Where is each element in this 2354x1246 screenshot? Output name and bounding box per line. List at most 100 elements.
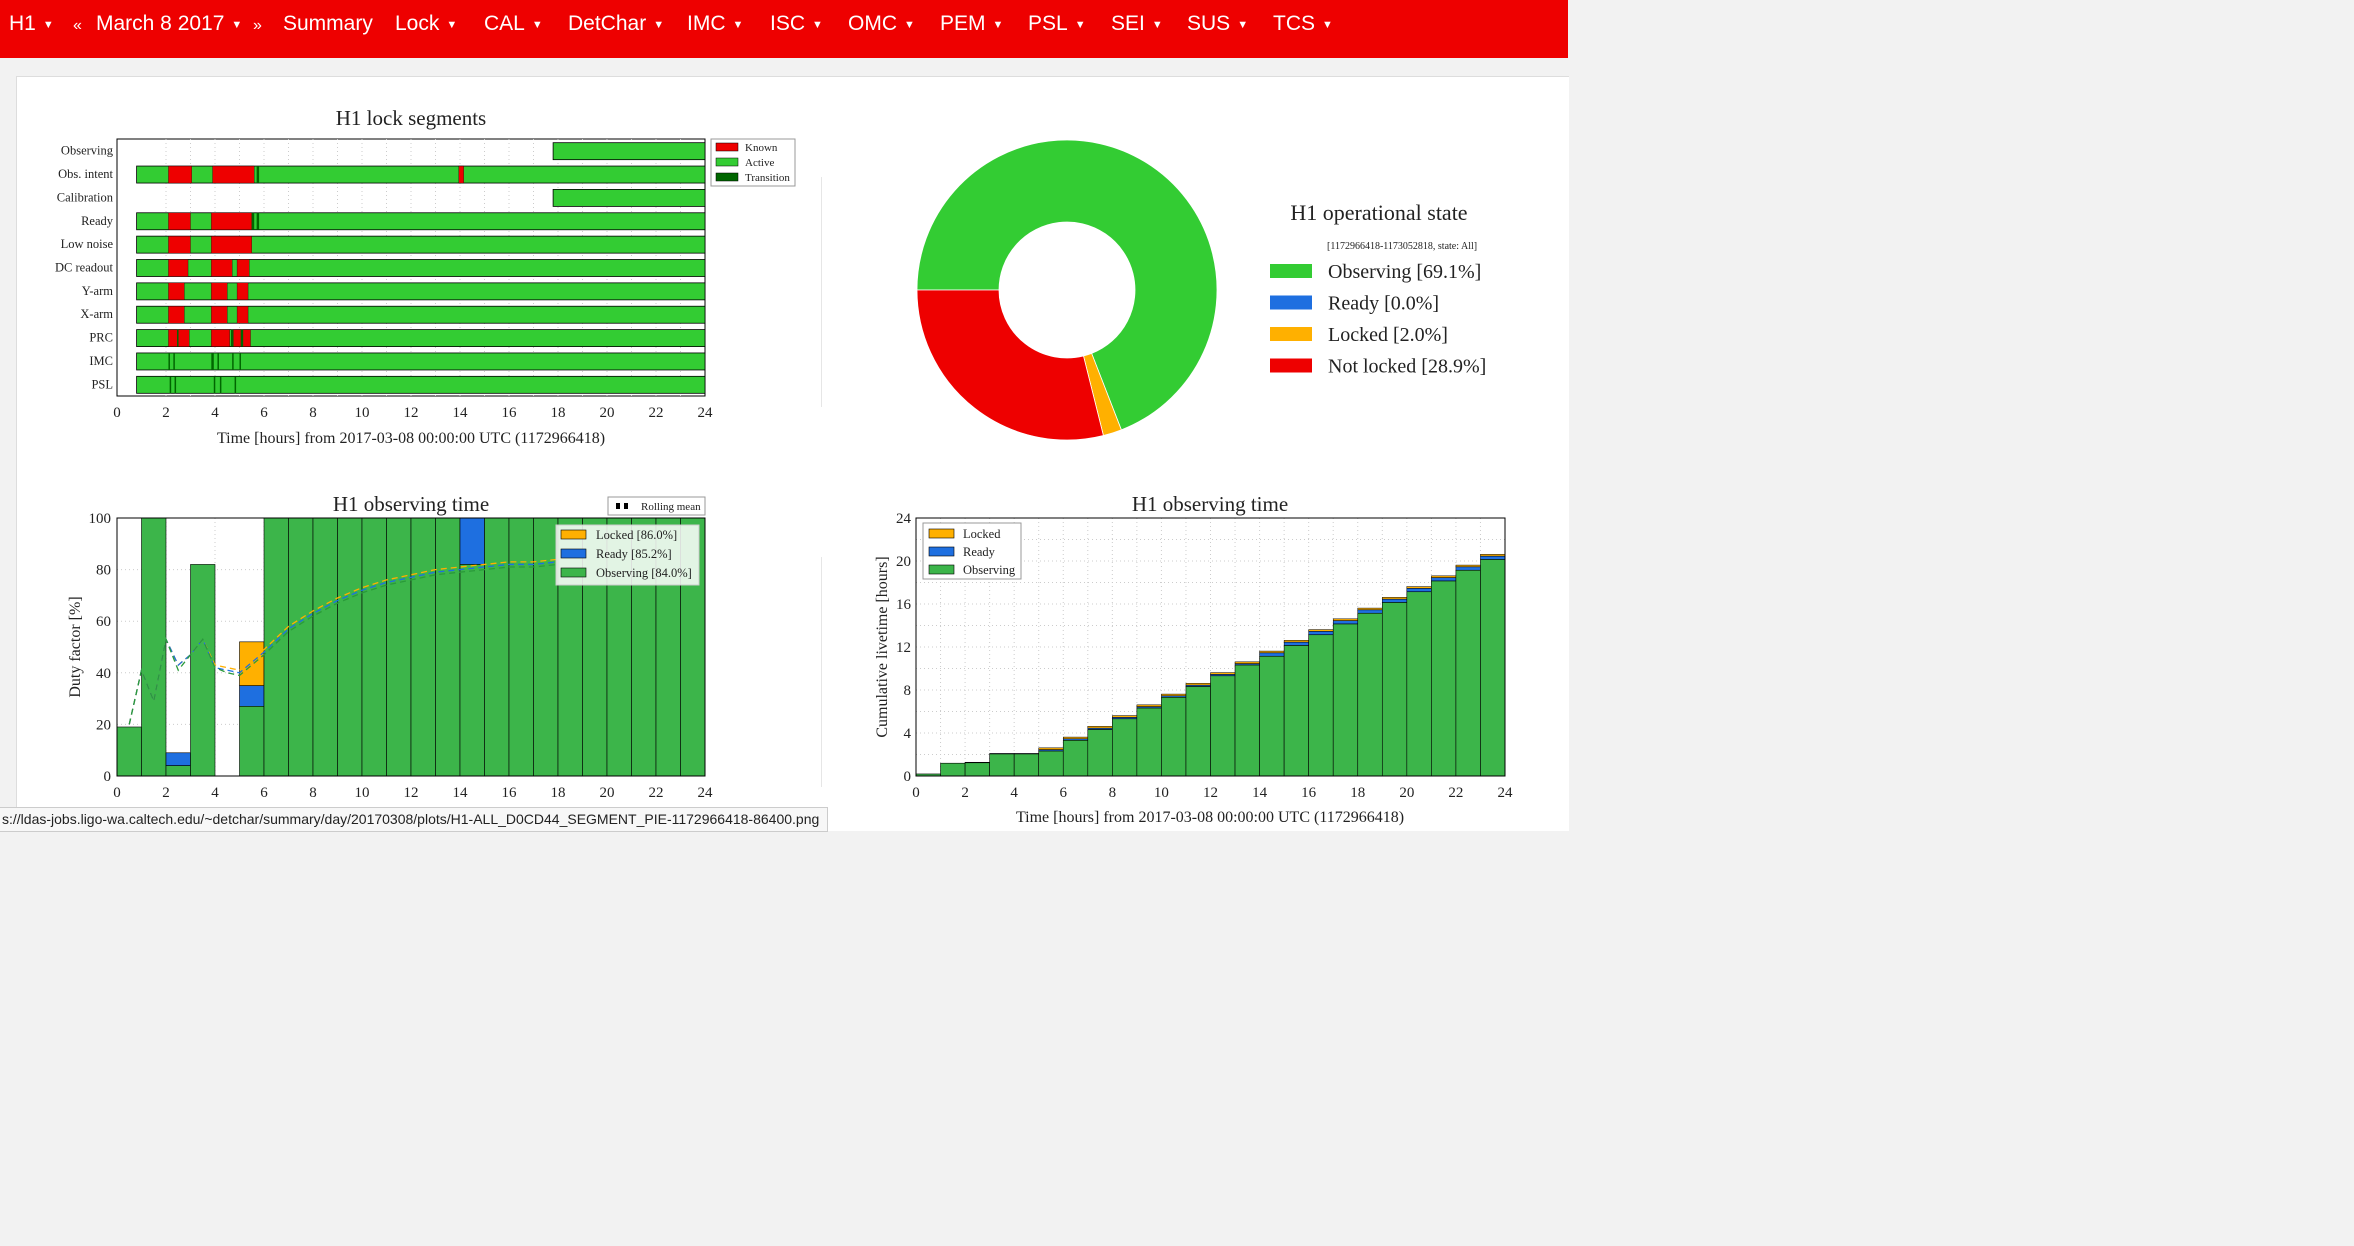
caret-down-icon: ▼ <box>1322 19 1333 31</box>
nav-item-summary[interactable]: Summary <box>283 0 373 48</box>
locked-bar <box>1210 672 1236 675</box>
y-tick-label: 20 <box>896 554 911 570</box>
transition-segment <box>168 352 170 370</box>
observing-bar <box>410 517 436 777</box>
x-tick-label: 12 <box>404 785 419 801</box>
plot-frame <box>116 517 706 777</box>
nav-item-pem[interactable]: PEM ▼ <box>940 0 1003 48</box>
ready-bar <box>1480 555 1506 560</box>
legend-box <box>607 496 706 516</box>
row-label: Calibration <box>57 190 114 204</box>
active-segment <box>136 282 706 301</box>
transition-segment <box>256 166 260 184</box>
locked-bar <box>1161 693 1187 697</box>
observing-bar <box>1332 623 1359 777</box>
nav-item-omc[interactable]: OMC ▼ <box>848 0 915 48</box>
legend-swatch <box>928 546 955 557</box>
ready-bar <box>165 752 191 766</box>
nav-item-label: TCS <box>1273 12 1315 35</box>
caret-down-icon: ▼ <box>42 19 54 31</box>
row-label: PSL <box>91 377 113 391</box>
nav-item-detchar[interactable]: DetChar ▼ <box>568 0 664 48</box>
locked-bar <box>1406 586 1432 589</box>
y-tick-label: 20 <box>96 717 111 733</box>
row-label: IMC <box>89 354 113 368</box>
ready-bar <box>1406 588 1432 592</box>
observing-bar <box>1234 664 1260 777</box>
transition-segment <box>217 352 219 370</box>
ready-bar <box>1308 631 1334 635</box>
nav-item-sei[interactable]: SEI ▼ <box>1111 0 1163 48</box>
x-tick-label: 18 <box>1350 785 1365 801</box>
x-axis-label: Time [hours] from 2017-03-08 00:00:00 UT… <box>1016 809 1404 826</box>
nav-item-psl[interactable]: PSL ▼ <box>1028 0 1086 48</box>
active-segment <box>136 352 706 371</box>
column-divider <box>821 557 822 787</box>
nav-item-isc[interactable]: ISC ▼ <box>770 0 823 48</box>
locked-bar <box>1234 661 1260 664</box>
observing-bar <box>190 564 216 777</box>
nav-item-lock[interactable]: Lock ▼ <box>395 0 457 48</box>
rolling-mean-observing <box>128 563 559 725</box>
row-label: Ready <box>81 214 114 228</box>
locked-bar <box>1185 683 1211 686</box>
observing-bar <box>1210 675 1236 777</box>
legend-swatch <box>715 172 739 182</box>
observing-bar <box>1136 707 1162 777</box>
x-tick-label: 20 <box>1399 785 1414 801</box>
observing-bar <box>116 726 142 777</box>
nav-item-sus[interactable]: SUS ▼ <box>1187 0 1248 48</box>
known-segment <box>458 165 464 184</box>
active-segment <box>136 212 706 231</box>
x-tick-label: 4 <box>1010 785 1018 801</box>
observing-bar <box>1357 612 1383 777</box>
known-segment <box>212 165 255 184</box>
legend-swatch <box>560 529 587 540</box>
legend-label: Known <box>745 142 778 154</box>
active-segment <box>552 189 706 207</box>
x-tick-label: 6 <box>260 785 268 801</box>
observing-bar <box>1283 645 1309 777</box>
nav-item-label: H1 <box>9 12 36 35</box>
observing-bar <box>1185 686 1211 777</box>
observing-bar <box>964 762 990 777</box>
x-tick-label: 12 <box>404 405 419 421</box>
x-tick-label: 6 <box>1060 785 1068 801</box>
observing-bar <box>1480 559 1506 777</box>
x-tick-label: 18 <box>551 405 566 421</box>
legend-swatch <box>1270 264 1312 278</box>
y-axis-label: Duty factor [%] <box>67 596 84 697</box>
known-segment <box>168 235 191 254</box>
locked-bar <box>1136 704 1162 707</box>
nav-item-prev-day[interactable]: « <box>73 0 82 48</box>
transition-segment <box>256 212 260 230</box>
operational-state-donut: H1 operational state [1172966418-11730528… <box>916 139 1486 441</box>
x-tick-label: 8 <box>309 785 317 801</box>
legend-label: Transition <box>745 172 790 184</box>
caret-down-icon: ▼ <box>531 19 543 31</box>
observing-bar <box>239 706 265 777</box>
legend-label: Not locked [28.9%] <box>1328 356 1486 378</box>
observing-bar <box>263 517 289 777</box>
observing-bar <box>1308 634 1334 777</box>
known-segment <box>236 306 249 324</box>
row-label: Low noise <box>61 237 114 251</box>
navbar: H1 ▼ « March 8 2017 ▼» Summary Lock ▼ CAL ▼ DetCha… <box>0 0 1568 58</box>
legend-swatch <box>1270 295 1312 310</box>
y-tick-label: 0 <box>904 769 912 785</box>
lock-segments-chart: Observing Obs. intent Calibration Ready Low … <box>55 106 796 447</box>
nav-item-h1[interactable]: H1 ▼ <box>9 0 54 48</box>
nav-item-label: ISC <box>770 12 806 35</box>
x-tick-label: 22 <box>1448 785 1463 801</box>
nav-item-tcs[interactable]: TCS ▼ <box>1273 0 1333 48</box>
nav-item-cal[interactable]: CAL ▼ <box>484 0 543 48</box>
nav-item-next-day[interactable]: » <box>253 0 262 48</box>
observing-bar <box>1406 591 1432 777</box>
active-segment <box>136 165 706 184</box>
legend-label: Ready <box>963 545 996 559</box>
nav-item-march-8-2017[interactable]: March 8 2017 ▼ <box>96 0 242 48</box>
nav-item-label: SUS <box>1187 12 1231 35</box>
known-segment <box>168 212 191 230</box>
nav-item-imc[interactable]: IMC ▼ <box>687 0 743 48</box>
